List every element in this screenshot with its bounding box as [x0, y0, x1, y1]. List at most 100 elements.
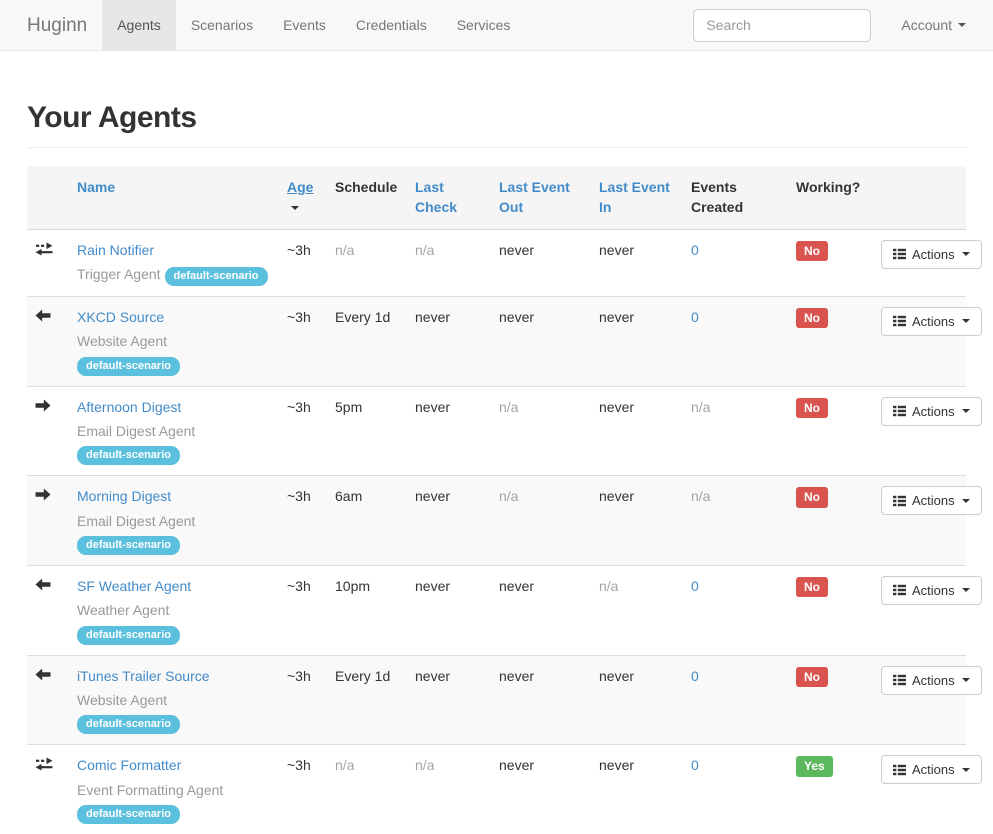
navbar: Huginn Agents Scenarios Events Credentials S… [0, 0, 993, 51]
agent-row: iTunes Trailer Source Website Agent defau… [27, 654, 982, 745]
working-badge: No [796, 307, 828, 329]
actions-button-label: Actions [912, 403, 955, 419]
navbar-right: Account [693, 0, 993, 50]
nav-item-agents[interactable]: Agents [102, 0, 176, 50]
actions-button[interactable]: Actions [881, 396, 982, 426]
caret-down-icon [961, 319, 970, 324]
schedule-value: 5pm [335, 398, 363, 415]
agent-name-link[interactable]: SF Weather Agent [77, 577, 192, 594]
search-input[interactable] [693, 8, 872, 42]
last-check-value: never [415, 577, 451, 594]
schedule-value: n/a [335, 241, 355, 258]
agent-name-link[interactable]: Morning Digest [77, 488, 172, 505]
events-created-link[interactable]: 0 [691, 757, 699, 774]
agent-row: Morning Digest Email Digest Agent default… [27, 475, 982, 566]
events-created-link: n/a [691, 488, 711, 505]
events-created-link: n/a [691, 398, 711, 415]
events-created-link[interactable]: 0 [691, 308, 699, 325]
actions-button-label: Actions [912, 672, 955, 688]
column-header-label[interactable]: Last Event In [599, 179, 670, 216]
column-header-label[interactable]: Name [77, 179, 116, 195]
th-list-icon [893, 316, 906, 327]
scenario-badge[interactable]: default-scenario [77, 625, 180, 645]
agent-name-link[interactable]: XKCD Source [77, 308, 165, 325]
actions-button[interactable]: Actions [881, 665, 982, 695]
th-list-icon [893, 405, 906, 417]
actions-button[interactable]: Actions [881, 239, 982, 269]
events-created-link[interactable]: 0 [691, 667, 699, 684]
last-event-in-value: never [599, 308, 635, 325]
last-check-value: never [415, 488, 451, 505]
age-value: ~3h [287, 667, 311, 684]
last-event-out-value: never [499, 667, 535, 684]
column-header-age[interactable]: Age [279, 166, 327, 230]
schedule-value: n/a [335, 757, 355, 774]
last-check-value: never [415, 398, 451, 415]
nav-item-credentials[interactable]: Credentials [355, 17, 427, 33]
last-check-value: never [415, 667, 451, 684]
actions-button-label: Actions [912, 582, 955, 598]
agent-row: SF Weather Agent Weather Agent default-sc… [27, 564, 982, 656]
arrow-left-icon [35, 578, 61, 591]
scenario-badge[interactable]: default-scenario [77, 715, 180, 735]
scenario-badge[interactable]: default-scenario [77, 535, 180, 555]
agent-type-label: Email Digest Agent [77, 422, 196, 439]
caret-down-icon [961, 498, 970, 503]
agent-name-link[interactable]: Comic Formatter [77, 757, 182, 774]
scenario-badge[interactable]: default-scenario [77, 446, 180, 466]
last-check-value: n/a [415, 757, 435, 774]
last-event-in-value: never [599, 488, 635, 505]
caret-down-icon [291, 206, 299, 211]
working-badge: No [796, 666, 828, 688]
agent-type-label: Weather Agent [77, 602, 170, 619]
actions-button[interactable]: Actions [881, 306, 982, 336]
column-header-name[interactable]: Name [69, 166, 279, 230]
column-header-last-event-out[interactable]: Last Event Out [491, 166, 591, 230]
agent-name-link[interactable]: Afternoon Digest [77, 398, 182, 415]
column-header-label[interactable]: Last Event Out [499, 179, 570, 216]
column-header-last-check[interactable]: Last Check [407, 166, 491, 230]
last-event-out-value: never [499, 577, 535, 594]
scenario-badge[interactable]: default-scenario [77, 805, 180, 825]
column-header-schedule: Schedule [327, 166, 407, 230]
nav-item-scenarios[interactable]: Scenarios [190, 17, 254, 33]
age-value: ~3h [287, 757, 311, 774]
column-header-label[interactable]: Last Check [415, 179, 458, 216]
nav-item-services[interactable]: Services [456, 17, 511, 33]
age-value: ~3h [287, 488, 311, 505]
column-header-last-event-in[interactable]: Last Event In [591, 166, 683, 230]
actions-button[interactable]: Actions [881, 755, 982, 785]
scenario-badge[interactable]: default-scenario [77, 356, 180, 376]
last-event-out-value: n/a [499, 398, 519, 415]
th-list-icon [893, 674, 906, 686]
agent-name-link[interactable]: Rain Notifier [77, 241, 155, 258]
actions-button[interactable]: Actions [881, 575, 982, 605]
column-header-label: Events Created [691, 179, 744, 216]
caret-down-icon [961, 678, 970, 683]
events-created-link[interactable]: 0 [691, 241, 699, 258]
age-value: ~3h [287, 577, 311, 594]
caret-down-icon [961, 252, 970, 257]
agents-table: Name Age Schedule Last Check Last Event Out L… [27, 166, 982, 834]
schedule-value: 6am [335, 488, 363, 505]
working-badge: No [796, 397, 828, 418]
column-header-label[interactable]: Age [287, 179, 314, 195]
scenario-badge[interactable]: default-scenario [164, 266, 268, 286]
actions-button-label: Actions [912, 762, 955, 778]
last-check-value: never [415, 308, 451, 325]
caret-down-icon [961, 588, 970, 593]
last-check-value: n/a [415, 241, 435, 258]
account-menu[interactable]: Account [901, 17, 966, 33]
events-created-link[interactable]: 0 [691, 577, 699, 594]
nav-item-events[interactable]: Events [283, 17, 326, 33]
agent-type-label: Trigger Agent [77, 265, 161, 282]
last-event-in-value: never [599, 757, 635, 774]
actions-button[interactable]: Actions [881, 486, 982, 516]
brand-link[interactable]: Huginn [27, 15, 88, 36]
arrow-left-icon [35, 668, 61, 681]
transfer-arrows-icon [35, 242, 61, 256]
agent-name-link[interactable]: iTunes Trailer Source [77, 667, 210, 684]
working-badge: No [796, 576, 828, 598]
agent-row: Comic Formatter Event Formatting Agent de… [27, 744, 982, 834]
title-divider [27, 147, 966, 148]
